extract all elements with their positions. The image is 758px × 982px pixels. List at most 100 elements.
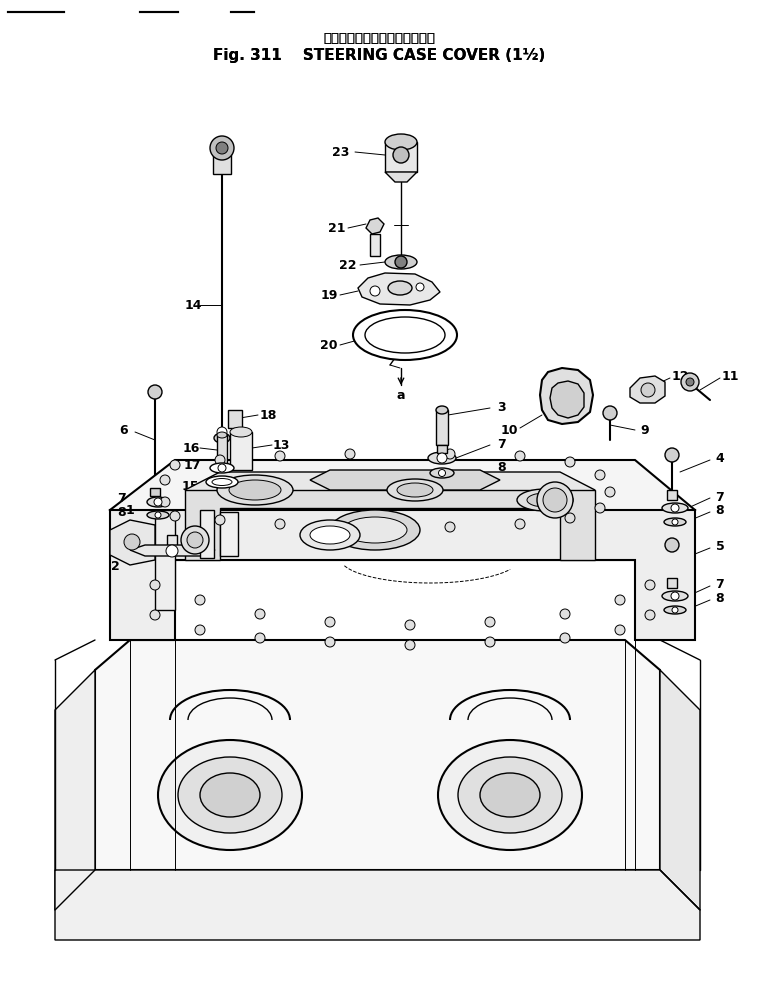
Ellipse shape xyxy=(230,427,252,437)
Bar xyxy=(370,234,380,256)
Ellipse shape xyxy=(154,498,162,506)
Ellipse shape xyxy=(405,620,415,630)
Text: 19: 19 xyxy=(321,289,337,301)
Ellipse shape xyxy=(215,515,225,525)
Ellipse shape xyxy=(686,378,694,386)
Text: a: a xyxy=(396,389,406,402)
Polygon shape xyxy=(55,870,700,940)
Polygon shape xyxy=(155,510,175,610)
Ellipse shape xyxy=(485,617,495,627)
Ellipse shape xyxy=(170,460,180,470)
Ellipse shape xyxy=(662,591,688,601)
Ellipse shape xyxy=(517,489,573,511)
Polygon shape xyxy=(185,490,595,560)
Bar xyxy=(437,445,447,453)
Ellipse shape xyxy=(212,478,232,485)
Ellipse shape xyxy=(428,452,456,464)
Ellipse shape xyxy=(605,487,615,497)
Ellipse shape xyxy=(218,464,226,472)
Ellipse shape xyxy=(671,504,679,512)
Ellipse shape xyxy=(672,519,678,525)
Text: 6: 6 xyxy=(120,423,128,437)
Polygon shape xyxy=(185,472,595,508)
Bar xyxy=(667,578,677,588)
Text: 7: 7 xyxy=(117,492,127,505)
Text: 11: 11 xyxy=(722,369,739,383)
Text: 7: 7 xyxy=(497,438,506,451)
Ellipse shape xyxy=(595,503,605,513)
Ellipse shape xyxy=(445,522,455,532)
Ellipse shape xyxy=(214,433,230,443)
Ellipse shape xyxy=(345,449,355,459)
Text: 22: 22 xyxy=(340,258,357,271)
Ellipse shape xyxy=(187,532,203,548)
Bar xyxy=(436,410,448,445)
Bar xyxy=(230,432,252,470)
Ellipse shape xyxy=(210,463,234,473)
Ellipse shape xyxy=(178,757,282,833)
Polygon shape xyxy=(540,368,593,424)
Ellipse shape xyxy=(345,522,355,532)
Text: 8: 8 xyxy=(716,505,725,518)
Text: 8: 8 xyxy=(716,592,725,606)
Ellipse shape xyxy=(353,310,457,360)
Text: Fig. 311    STEERING CASE COVER (1½): Fig. 311 STEERING CASE COVER (1½) xyxy=(213,47,545,63)
Text: 7: 7 xyxy=(716,490,725,504)
Bar xyxy=(217,435,227,465)
Ellipse shape xyxy=(437,453,447,463)
Ellipse shape xyxy=(445,449,455,459)
Text: 17: 17 xyxy=(183,459,201,471)
Ellipse shape xyxy=(150,610,160,620)
Text: 4: 4 xyxy=(716,452,725,464)
Ellipse shape xyxy=(537,482,573,518)
Ellipse shape xyxy=(195,595,205,605)
Polygon shape xyxy=(130,545,215,556)
Text: 13: 13 xyxy=(272,439,290,452)
Ellipse shape xyxy=(217,427,227,437)
Ellipse shape xyxy=(150,580,160,590)
Ellipse shape xyxy=(438,469,446,476)
Ellipse shape xyxy=(393,147,409,163)
Ellipse shape xyxy=(124,534,140,550)
Text: 8: 8 xyxy=(498,461,506,473)
Polygon shape xyxy=(110,520,155,565)
Ellipse shape xyxy=(158,740,302,850)
Ellipse shape xyxy=(641,383,655,397)
Polygon shape xyxy=(550,381,584,418)
Ellipse shape xyxy=(681,373,699,391)
Ellipse shape xyxy=(615,595,625,605)
Ellipse shape xyxy=(672,607,678,613)
Ellipse shape xyxy=(662,503,688,513)
Ellipse shape xyxy=(255,633,265,643)
Ellipse shape xyxy=(645,580,655,590)
Ellipse shape xyxy=(485,637,495,647)
Text: 9: 9 xyxy=(641,423,650,437)
Ellipse shape xyxy=(200,773,260,817)
Ellipse shape xyxy=(170,511,180,521)
Ellipse shape xyxy=(595,470,605,480)
Polygon shape xyxy=(385,172,417,182)
Ellipse shape xyxy=(370,286,380,296)
Text: 18: 18 xyxy=(259,409,277,421)
Text: Fig. 311    STEERING CASE COVER (1½): Fig. 311 STEERING CASE COVER (1½) xyxy=(213,47,545,63)
Text: 10: 10 xyxy=(500,423,518,437)
Ellipse shape xyxy=(195,625,205,635)
Text: 5: 5 xyxy=(716,539,725,553)
Text: ステアリング　ケース　カバー: ステアリング ケース カバー xyxy=(323,31,435,44)
Bar xyxy=(213,152,231,174)
Bar xyxy=(167,535,177,549)
Bar xyxy=(385,142,417,172)
Text: 15: 15 xyxy=(181,479,199,493)
Ellipse shape xyxy=(148,385,162,399)
Text: 21: 21 xyxy=(328,222,346,235)
Ellipse shape xyxy=(560,633,570,643)
Ellipse shape xyxy=(664,606,686,614)
Text: 20: 20 xyxy=(320,339,338,352)
Ellipse shape xyxy=(217,432,227,438)
Bar xyxy=(200,510,214,558)
Polygon shape xyxy=(660,670,700,910)
Polygon shape xyxy=(310,470,500,490)
Ellipse shape xyxy=(515,519,525,529)
Ellipse shape xyxy=(458,757,562,833)
Ellipse shape xyxy=(671,592,679,600)
